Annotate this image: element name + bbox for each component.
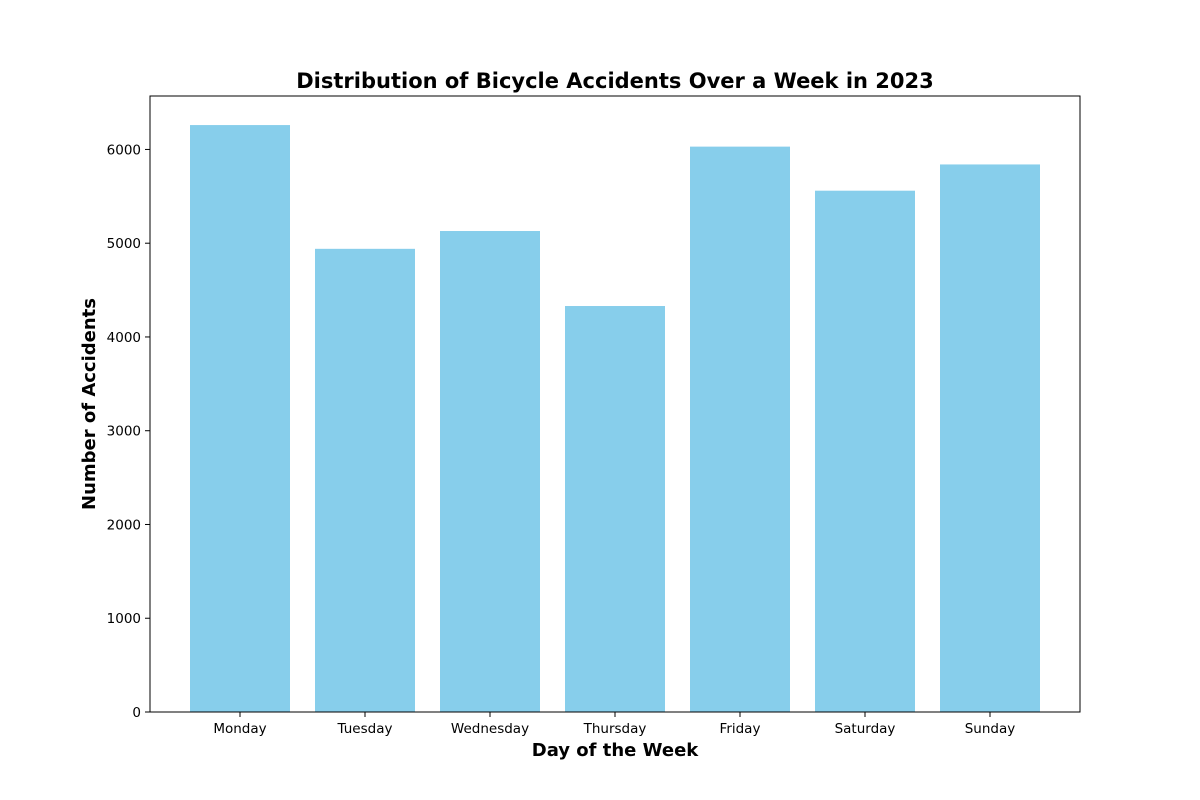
bar-friday xyxy=(690,146,790,713)
bar-sunday xyxy=(940,164,1040,712)
bar-monday xyxy=(190,125,290,713)
bar-thursday xyxy=(565,306,665,712)
x-tick-label-wednesday: Wednesday xyxy=(451,721,529,737)
x-tick-label-friday: Friday xyxy=(720,721,761,737)
x-tick-label-sunday: Sunday xyxy=(965,721,1016,737)
chart-title: Distribution of Bicycle Accidents Over a… xyxy=(296,69,934,93)
x-tick-label-thursday: Thursday xyxy=(583,721,647,737)
y-axis-label: Number of Accidents xyxy=(79,298,100,510)
x-tick-label-monday: Monday xyxy=(213,721,266,737)
x-tick-label-tuesday: Tuesday xyxy=(337,721,393,737)
x-axis-label: Day of the Week xyxy=(532,740,700,761)
y-tick-label-3000: 3000 xyxy=(107,424,141,440)
y-tick-label-6000: 6000 xyxy=(107,142,141,158)
bar-saturday xyxy=(815,190,915,712)
x-tick-label-saturday: Saturday xyxy=(835,721,896,737)
y-tick-label-0: 0 xyxy=(132,705,141,721)
y-tick-label-4000: 4000 xyxy=(107,330,141,346)
x-axis: Monday Tuesday Wednesday Thursday Friday Satu… xyxy=(213,712,1015,737)
y-tick-label-5000: 5000 xyxy=(107,236,141,252)
bar-tuesday xyxy=(315,248,415,712)
y-tick-label-1000: 1000 xyxy=(107,611,141,627)
y-tick-label-2000: 2000 xyxy=(107,517,141,533)
bars-group xyxy=(190,125,1040,713)
y-axis: 0 1000 2000 3000 4000 5000 6000 xyxy=(107,142,150,721)
bar-wednesday xyxy=(440,231,540,712)
